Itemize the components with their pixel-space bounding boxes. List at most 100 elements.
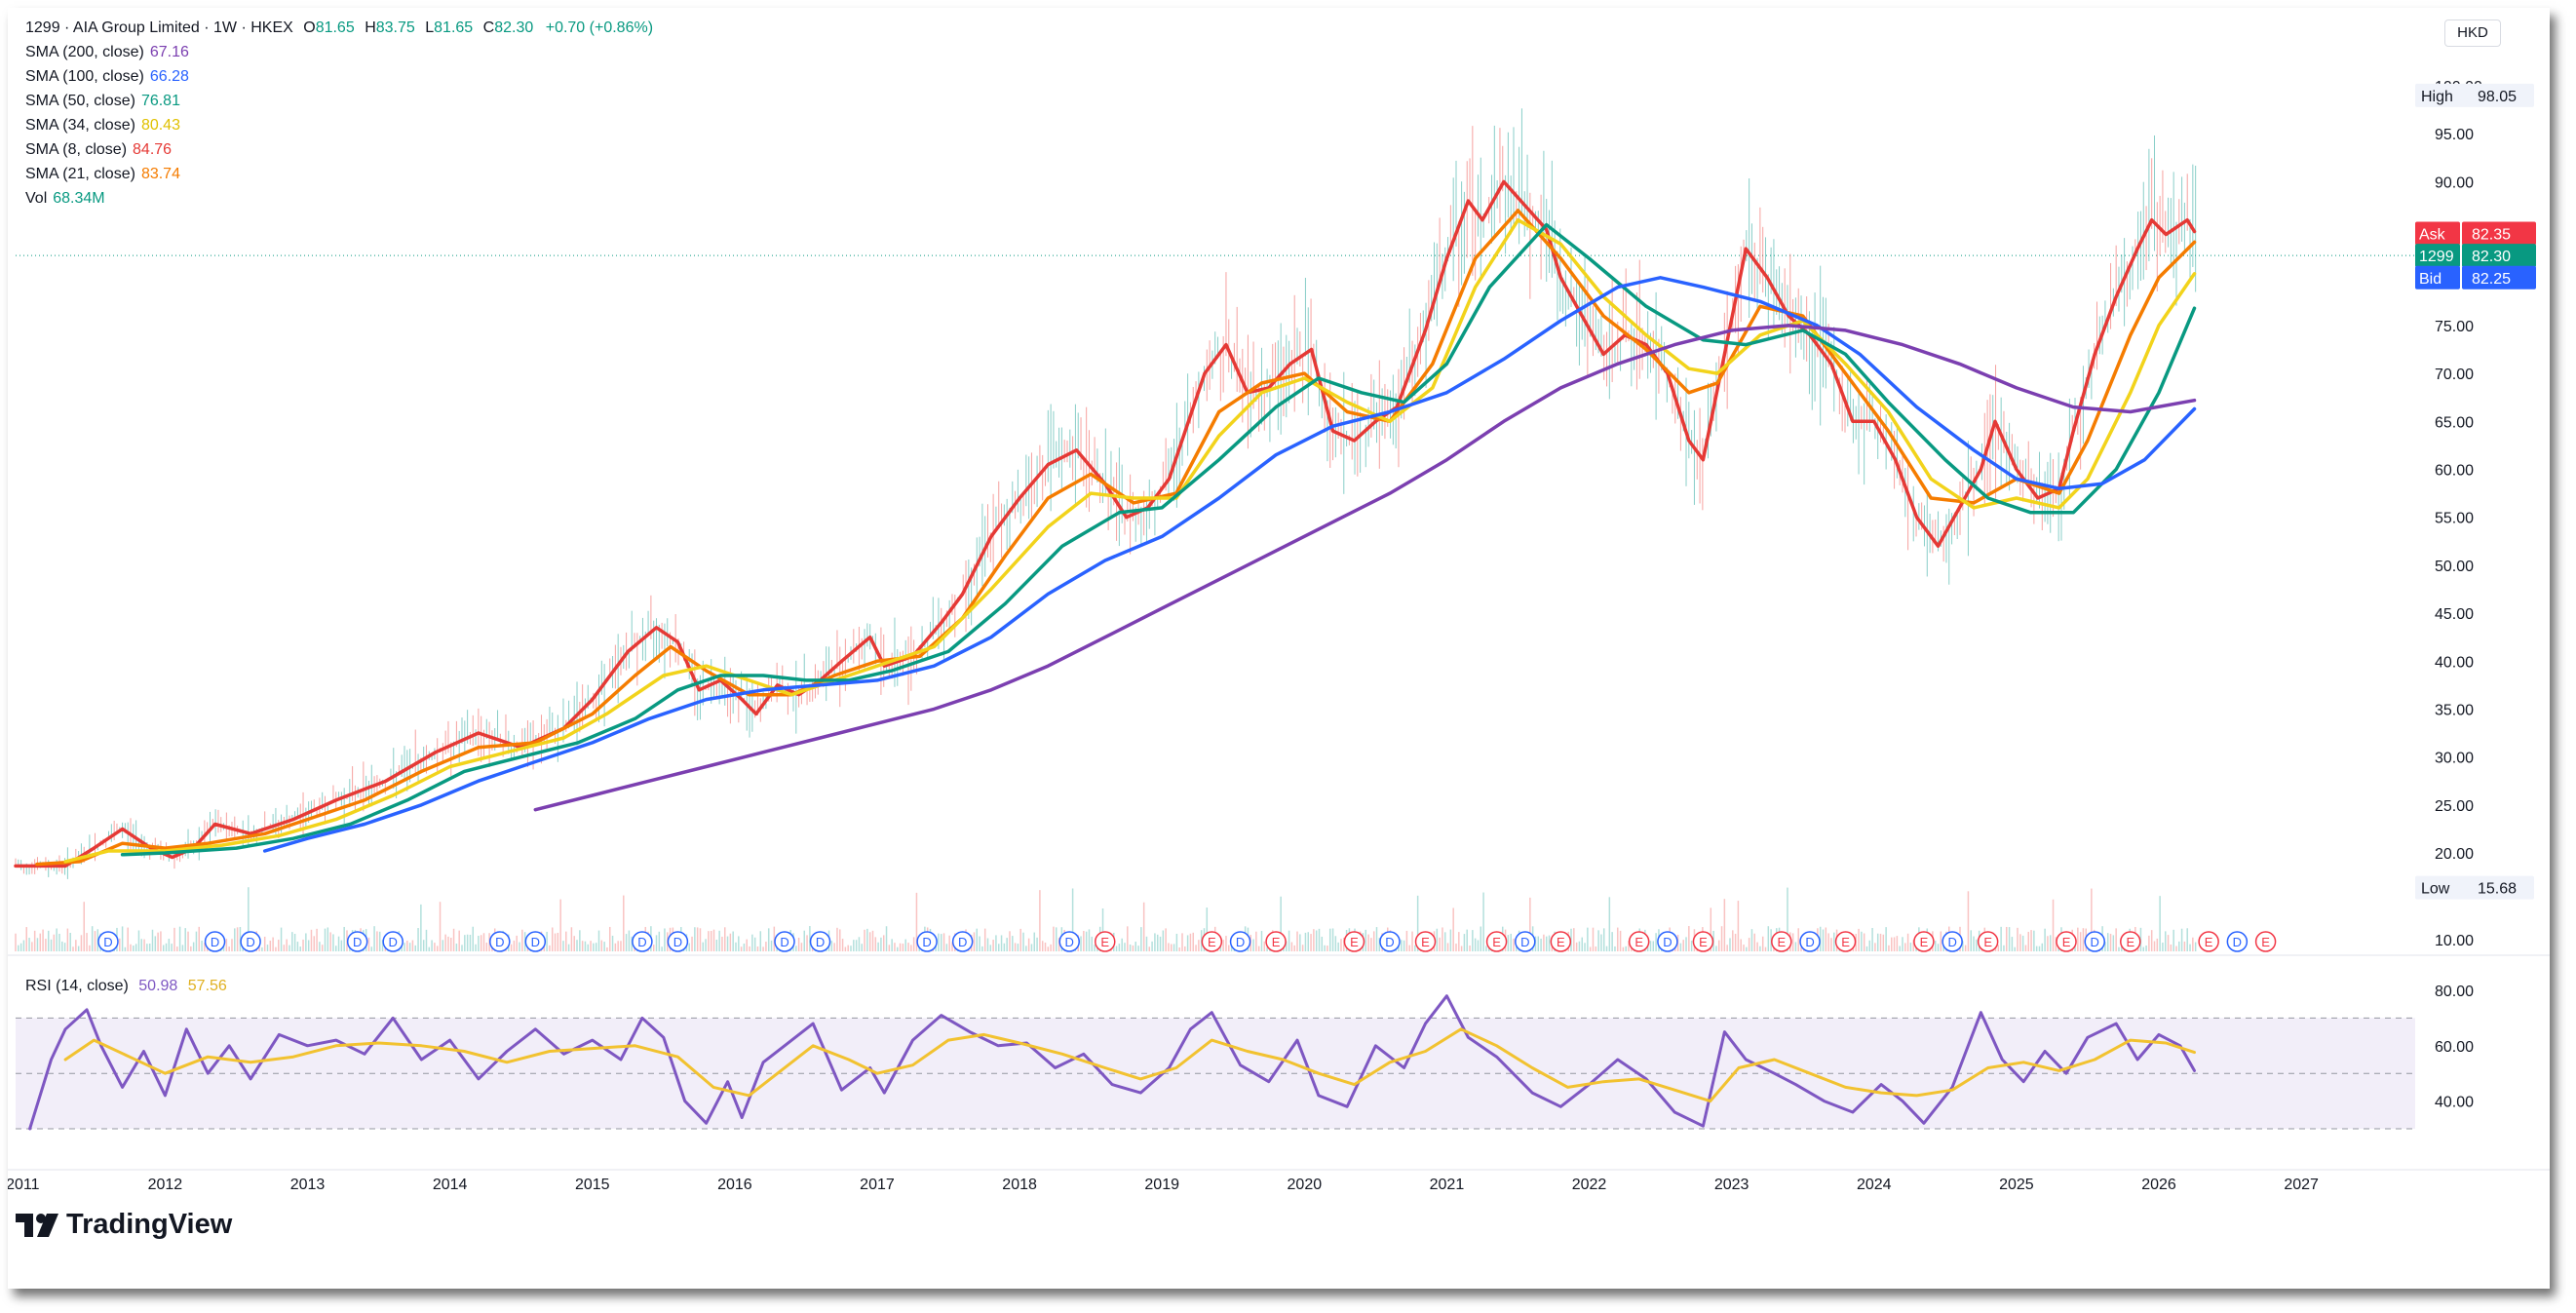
dividend-marker[interactable]: D [97,931,119,952]
legend-sma100[interactable]: SMA (100, close) 66.28 [25,64,653,89]
dividend-marker[interactable]: D [1799,931,1821,952]
earnings-marker[interactable]: E [2120,931,2141,952]
dividend-marker[interactable]: D [809,931,831,952]
price-label-bg [2415,875,2534,900]
marker-letter: D [780,935,788,949]
earnings-marker[interactable]: E [1414,931,1437,952]
legend-value: 67.16 [149,44,189,60]
dividend-marker[interactable]: D [382,931,404,952]
price-label-name: Ask [2419,226,2446,243]
dividend-marker[interactable]: D [632,931,653,952]
marker-letter: D [1065,935,1074,949]
dividend-marker[interactable]: D [2084,931,2105,952]
price-tick-label: 45.00 [2435,606,2474,623]
series-sma-34-close- [63,217,2197,864]
series-sma-100-close- [262,276,2197,853]
marker-letter: D [353,935,362,949]
marker-circle [2120,931,2141,952]
price-label-name: 1299 [2419,249,2454,265]
price-label-low[interactable]: Low 15.68 [2415,875,2534,900]
tradingview-logo-icon [16,1213,58,1237]
dividend-marker[interactable]: D [240,931,261,952]
dividend-marker[interactable]: D [1058,931,1080,952]
dividend-marker[interactable]: D [1229,931,1251,952]
earnings-marker[interactable]: E [1977,931,1999,952]
earnings-marker[interactable]: E [1771,931,1792,952]
marker-letter: D [673,935,682,949]
legend-value: 84.76 [133,141,173,158]
price-label-value: 98.05 [2478,89,2517,105]
currency-button[interactable]: HKD [2444,19,2501,47]
marker-letter: E [1492,935,1501,949]
earnings-marker[interactable]: E [1913,931,1935,952]
earnings-marker[interactable]: E [1095,931,1116,952]
price-chart[interactable]: D D D D D D D D D D D D D D E E D E E D E E D E E D E E D E E D E E D E E D E 1… [8,8,2550,1289]
time-tick-label: 2018 [1002,1177,1037,1193]
earnings-marker[interactable]: E [1201,931,1223,952]
legend-value: 66.28 [149,68,189,85]
earnings-marker[interactable]: E [2056,931,2077,952]
legend-value: 83.74 [140,166,180,182]
dividend-marker[interactable]: D [204,931,226,952]
dividend-marker[interactable]: D [1657,931,1678,952]
marker-circle [1550,931,1572,952]
earnings-marker[interactable]: E [1834,931,1857,952]
series-rsi-based-ma [63,1027,2196,1103]
marker-circle [1058,931,1080,952]
earnings-marker[interactable]: E [2198,931,2219,952]
time-tick-label: 2012 [148,1177,183,1193]
marker-letter: E [1699,935,1708,949]
earnings-marker[interactable]: E [1692,931,1714,952]
price-tick-label: 70.00 [2435,367,2474,383]
legend-label: SMA (50, close) [25,93,135,109]
price-label-bg [2462,265,2536,290]
dividend-marker[interactable]: D [346,931,368,952]
dividend-marker[interactable]: D [1942,931,1963,952]
earnings-marker[interactable]: E [1628,931,1650,952]
dividend-marker[interactable]: D [916,931,938,952]
marker-letter: D [495,935,504,949]
legend-sma8[interactable]: SMA (8, close) 84.76 [25,137,653,162]
earnings-marker[interactable]: E [2254,931,2277,952]
legend-sma50[interactable]: SMA (50, close) 76.81 [25,89,653,113]
close-value: 82.30 [494,19,534,36]
price-label-high[interactable]: High 98.05 [2415,83,2534,107]
time-tick-label: 2020 [1288,1177,1323,1193]
price-tick-label: 95.00 [2435,127,2474,143]
marker-circle [1265,931,1287,952]
rsi-legend[interactable]: RSI (14, close) 50.98 57.56 [25,978,227,995]
marker-circle [809,931,831,952]
time-tick-label: 2025 [1999,1177,2034,1193]
dividend-marker[interactable]: D [951,931,974,952]
price-label-name: Bid [2419,271,2441,288]
tradingview-logo[interactable]: TradingView [16,1209,232,1241]
marker-letter: E [1100,935,1109,949]
dividend-marker[interactable]: D [667,931,689,952]
price-label-ask[interactable]: Ask 82.35 [2415,221,2536,246]
open-value: 81.65 [315,19,355,36]
marker-letter: D [922,935,931,949]
earnings-marker[interactable]: E [1343,931,1365,952]
dividend-marker[interactable]: D [2226,931,2249,952]
legend-sma200[interactable]: SMA (200, close) 67.16 [25,40,653,64]
dividend-marker[interactable]: D [1379,931,1401,952]
legend-sma21[interactable]: SMA (21, close) 83.74 [25,162,653,186]
time-tick-label: 2026 [2141,1177,2176,1193]
open-label: O [303,19,316,36]
price-tick-label: 30.00 [2435,751,2474,767]
dividend-marker[interactable]: D [1515,931,1536,952]
legend-volume[interactable]: Vol 68.34M [25,186,653,211]
earnings-marker[interactable]: E [1550,931,1572,952]
legend-label: SMA (100, close) [25,68,144,85]
low-label: L [425,19,435,36]
dividend-marker[interactable]: D [774,931,795,952]
dividend-marker[interactable]: D [489,931,511,952]
price-label-bid[interactable]: Bid 82.25 [2415,265,2536,290]
dividend-marker[interactable]: D [524,931,547,952]
earnings-marker[interactable]: E [1485,931,1508,952]
earnings-marker[interactable]: E [1265,931,1287,952]
price-tick-label: 25.00 [2435,798,2474,815]
price-label-value: 82.25 [2472,271,2511,288]
price-label-1299[interactable]: 1299 82.30 [2415,244,2536,268]
legend-sma34[interactable]: SMA (34, close) 80.43 [25,113,653,137]
